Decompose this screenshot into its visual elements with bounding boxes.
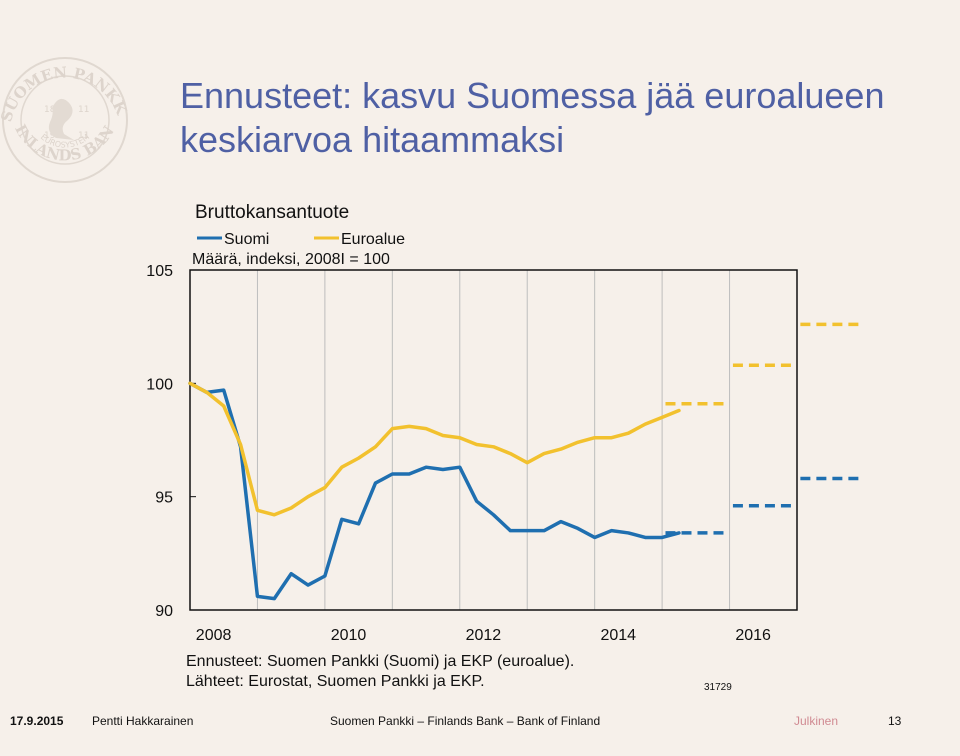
footnote-forecasts: Ennusteet: Suomen Pankki (Suomi) ja EKP … (186, 653, 575, 670)
y-axis-ticks: 90 95 100 105 (146, 263, 196, 620)
logo-year-left2: 19 (44, 131, 56, 141)
logo-year-right: 11 (78, 105, 89, 115)
chart-title: Bruttokansantuote (195, 202, 349, 223)
footer-classification: Julkinen (794, 714, 839, 728)
y-tick-90: 90 (155, 603, 173, 620)
y-tick-105: 105 (146, 263, 173, 280)
legend-label-euroalue: Euroalue (341, 231, 405, 248)
y-tick-100: 100 (146, 376, 173, 393)
chart-subtitle: Määrä, indeksi, 2008I = 100 (192, 251, 390, 268)
series-line-euroalue (188, 381, 681, 517)
chart-gridlines (256, 270, 731, 610)
page-title: Ennusteet: kasvu Suomessa jää euroalueen… (180, 75, 885, 160)
footnote-sources: Lähteet: Eurostat, Suomen Pankki ja EKP. (186, 673, 485, 690)
logo-year-right2: 11 (78, 131, 89, 141)
footer-author: Pentti Hakkarainen (92, 714, 194, 728)
y-tick-95: 95 (155, 490, 173, 507)
x-tick-2008: 2008 (196, 627, 232, 644)
footer-organization: Suomen Pankki – Finlands Bank – Bank of … (330, 714, 601, 728)
legend-label-suomi: Suomi (224, 231, 269, 248)
x-tick-2010: 2010 (331, 627, 367, 644)
x-tick-2016: 2016 (735, 627, 771, 644)
footer-date: 17.9.2015 (10, 714, 64, 728)
footer-page-number: 13 (888, 714, 902, 728)
slide-footer: 17.9.2015 Pentti Hakkarainen Suomen Pank… (0, 708, 960, 734)
x-axis-ticks: 2008 2010 2012 2014 2016 (196, 627, 771, 644)
plot-frame (189, 269, 798, 611)
x-tick-2012: 2012 (466, 627, 502, 644)
logo-year-left: 18 (44, 105, 56, 115)
chart-series (188, 381, 681, 601)
series-line-suomi (188, 381, 681, 601)
x-tick-2014: 2014 (600, 627, 636, 644)
chart-id: 31729 (704, 682, 732, 693)
chart-forecasts (665, 322, 862, 535)
